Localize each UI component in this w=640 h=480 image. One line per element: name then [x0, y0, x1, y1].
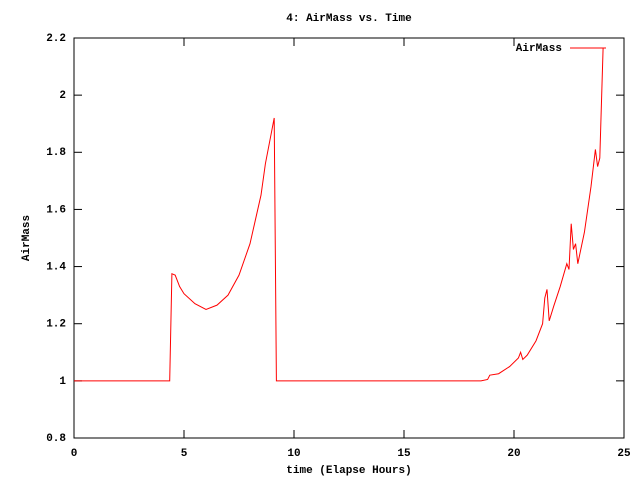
x-tick-label: 10 — [287, 448, 300, 460]
y-tick-label: 1.6 — [46, 204, 66, 216]
data-line — [74, 47, 604, 382]
legend-label: AirMass — [516, 43, 562, 55]
x-axis-label: time (Elapse Hours) — [286, 465, 411, 477]
y-axis-label: AirMass — [21, 215, 33, 261]
y-tick-label: 2.2 — [46, 33, 66, 45]
x-tick-label: 20 — [507, 448, 520, 460]
y-tick-label: 1.2 — [46, 319, 66, 331]
x-tick-label: 5 — [181, 448, 188, 460]
y-tick-label: 2 — [59, 90, 66, 102]
x-tick-label: 0 — [71, 448, 78, 460]
x-tick-label: 15 — [397, 448, 411, 460]
plot-border — [73, 37, 625, 439]
y-tick-label: 1.4 — [46, 261, 66, 273]
y-tick-label: 1.8 — [46, 147, 66, 159]
x-tick-label: 25 — [617, 448, 631, 460]
y-tick-label: 1 — [59, 376, 66, 388]
y-tick-label: 0.8 — [46, 433, 66, 445]
chart-title: 4: AirMass vs. Time — [286, 13, 412, 25]
